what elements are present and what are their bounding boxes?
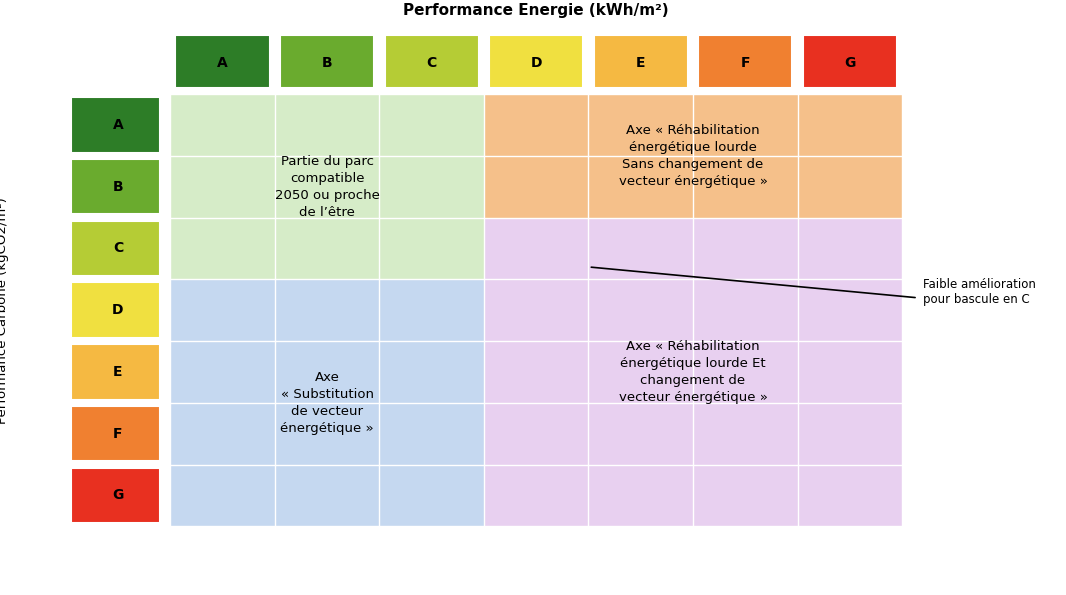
Text: C: C [426,56,437,70]
Text: G: G [844,56,856,70]
Text: D: D [531,56,542,70]
Bar [698,35,792,88]
Text: B: B [113,180,124,193]
Bar [70,221,160,276]
Text: Faible amélioration
pour bascule en C: Faible amélioration pour bascule en C [923,278,1036,306]
Text: A: A [217,56,228,70]
Text: E: E [113,365,123,379]
Bar [803,35,897,88]
Text: Axe
« Substitution
de vecteur
énergétique »: Axe « Substitution de vecteur énergétiqu… [280,371,374,435]
Bar [280,35,374,88]
Bar [171,279,484,527]
Text: Axe « Réhabilitation
énergétique lourde Et
changement de
vecteur énergétique »: Axe « Réhabilitation énergétique lourde … [618,340,768,404]
Bar [171,94,484,279]
Text: D: D [112,303,124,317]
Bar [70,344,160,400]
Bar [484,218,902,527]
Bar [70,283,160,338]
Text: E: E [636,56,646,70]
Bar [385,35,479,88]
Bar [70,97,160,153]
Text: Performance Carbone (kgCO2/m²): Performance Carbone (kgCO2/m²) [0,197,10,424]
Bar [484,218,588,279]
Bar [70,159,160,214]
Bar [70,406,160,462]
Text: C: C [113,242,123,255]
Bar [70,468,160,523]
Text: Partie du parc
compatible
2050 ou proche
de l’être: Partie du parc compatible 2050 ou proche… [275,155,379,218]
Text: Axe « Réhabilitation
énergétique lourde
Sans changement de
vecteur énergétique »: Axe « Réhabilitation énergétique lourde … [618,124,768,188]
Bar [176,35,270,88]
Bar [489,35,583,88]
Text: B: B [322,56,333,70]
Text: A: A [113,118,124,132]
Text: F: F [741,56,750,70]
Text: Performance Energie (kWh/m²): Performance Energie (kWh/m²) [403,3,669,18]
Text: F: F [113,427,123,441]
Text: G: G [112,488,124,502]
Bar [484,94,902,218]
Bar [594,35,688,88]
